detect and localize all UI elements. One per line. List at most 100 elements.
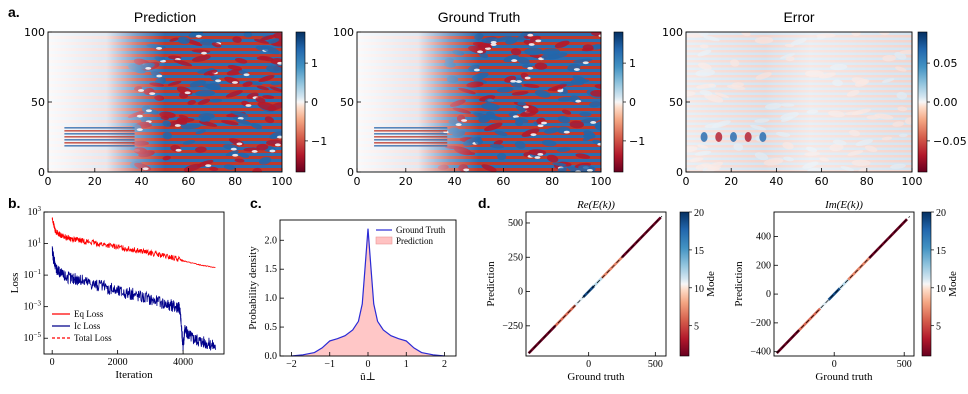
input-band (64, 136, 135, 138)
tick-exp: 3 (38, 205, 42, 213)
y-tick-label: 0 (676, 166, 683, 179)
input-band (64, 139, 135, 141)
error-spot (729, 132, 737, 142)
x-axis-label: û⊥ (360, 371, 376, 383)
y-tick-label: 250 (508, 252, 523, 263)
colorbar-label: Mode (947, 271, 959, 297)
series-line (51, 217, 216, 268)
input-band (64, 145, 135, 147)
y-tick-label: 100 (24, 26, 45, 39)
x-tick-label: 60 (181, 175, 195, 188)
y-tick-label: 2.0 (265, 235, 278, 246)
y-tick-label: 200 (756, 260, 771, 271)
scatter-panel-real: d. Re(E(k)) 0 500 500 250 0 −250 Ground truth Pre… (478, 195, 717, 383)
x-tick-label: 80 (545, 175, 559, 188)
tick-base: 10 (28, 207, 38, 218)
y-tick-label: 10−1 (24, 268, 42, 281)
y-tick-label: 50 (31, 96, 45, 109)
x-tick-label: 80 (860, 175, 874, 188)
error-spot (759, 132, 767, 142)
colorbar-tick-label: 15 (694, 246, 704, 257)
axes-frame (43, 211, 225, 355)
identity-line (528, 215, 663, 354)
tick-base: 10 (24, 302, 34, 313)
colorbar-tick-label: 0.00 (933, 96, 958, 109)
colorbar-tick-label: 0.05 (933, 57, 958, 70)
colorbar (921, 211, 932, 357)
tick-base: 10 (24, 270, 34, 281)
colorbar-tick-label: −1 (629, 135, 645, 148)
identity-line (776, 216, 911, 354)
x-tick-label: 0 (354, 175, 361, 188)
x-tick-label: 2 (442, 359, 447, 370)
y-tick-label: 100 (333, 26, 354, 39)
series-line (51, 246, 216, 352)
x-tick-label: 60 (815, 175, 829, 188)
input-band (64, 133, 135, 135)
y-axis-label: Prediction (733, 261, 745, 307)
tick-exp: 1 (38, 237, 42, 245)
panel-label: d. (478, 195, 490, 211)
colorbar-tick-label: 15 (936, 246, 946, 257)
y-tick-label: 50 (669, 96, 683, 109)
x-tick-label: 0 (366, 359, 371, 370)
legend-label: Ground Truth (396, 225, 446, 235)
y-tick-label: 0.5 (265, 322, 278, 333)
colorbar-tick-label: 1 (629, 57, 636, 70)
heatmap-panel-ground-truth: Ground Truth 0 20 40 60 80 100 0 50 100 1 0 −1 (333, 9, 645, 188)
axes-frame (525, 211, 667, 357)
input-band (374, 133, 448, 135)
y-axis-label: Prediction (485, 261, 497, 307)
x-tick-label: 0 (45, 175, 52, 188)
legend-label: Prediction (396, 236, 433, 246)
loss-panel: b.0 2000 400010310110−110−310−5IterationLo… (8, 195, 225, 381)
tick-base: 10 (28, 239, 38, 250)
x-axis-label: Ground truth (567, 371, 625, 383)
chart-title: Error (783, 9, 814, 25)
error-spot (744, 132, 752, 142)
x-tick-label: 20 (399, 175, 413, 188)
tick-exp: −5 (34, 331, 42, 339)
input-band (374, 127, 448, 129)
input-band (374, 136, 448, 138)
colorbar-tick-label: 0 (311, 96, 318, 109)
chart-title: Prediction (134, 9, 196, 25)
x-tick-label: 40 (769, 175, 783, 188)
tick-exp: −1 (34, 268, 42, 276)
y-axis-label: Loss (9, 273, 21, 294)
x-tick-label: 500 (897, 359, 912, 370)
colorbar (613, 31, 624, 173)
density-line (291, 228, 445, 357)
colorbar-tick-label: 5 (694, 322, 699, 333)
legend-label: Total Loss (74, 333, 112, 343)
tick-base: 10 (24, 333, 34, 344)
y-tick-label: 10−5 (24, 331, 42, 344)
colorbar (295, 31, 306, 173)
colorbar-tick-label: −1 (311, 135, 327, 148)
chart-title: Im(E(k)) (824, 199, 863, 211)
colorbar-tick-label: 1 (311, 57, 318, 70)
x-tick-label: −2 (286, 359, 297, 370)
y-tick-label: 0 (518, 287, 523, 298)
colorbar-tick-label: 0 (629, 96, 636, 109)
y-axis-label: Probability density (247, 246, 259, 330)
heatmap-blob (600, 88, 601, 89)
input-band (64, 127, 135, 129)
x-tick-label: 0 (50, 357, 55, 368)
panel-label: c. (250, 195, 262, 211)
legend-label: Ic Loss (74, 321, 101, 331)
x-axis-label: Iteration (115, 369, 153, 381)
colorbar (679, 211, 690, 357)
colorbar-tick-label: 10 (694, 284, 704, 295)
colorbar (917, 31, 928, 173)
x-tick-label: 4000 (173, 357, 193, 368)
y-tick-label: 0 (347, 166, 354, 179)
y-tick-label: 0 (766, 289, 771, 300)
y-tick-label: 101 (28, 237, 42, 250)
y-tick-label: 0.0 (265, 351, 278, 362)
legend-label: Eq Loss (74, 309, 104, 319)
x-tick-label: 60 (496, 175, 510, 188)
panel-label: b. (8, 195, 20, 211)
chart-title: Re(E(k)) (576, 199, 615, 211)
